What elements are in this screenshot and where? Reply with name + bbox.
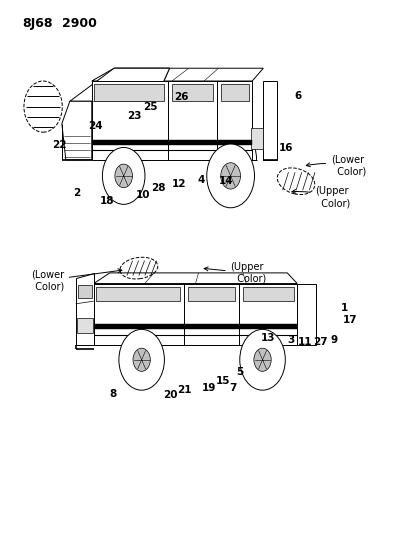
Circle shape (115, 164, 132, 188)
Text: 13: 13 (261, 334, 275, 343)
Polygon shape (94, 273, 297, 284)
Text: 8J68: 8J68 (22, 17, 52, 30)
Polygon shape (77, 318, 93, 333)
Text: 25: 25 (144, 102, 158, 111)
Text: 14: 14 (219, 176, 233, 186)
Text: 28: 28 (152, 183, 166, 192)
Text: 27: 27 (313, 337, 327, 347)
Text: 21: 21 (177, 385, 192, 395)
Text: 24: 24 (89, 122, 103, 131)
Polygon shape (92, 81, 252, 160)
Polygon shape (92, 140, 252, 145)
Text: 20: 20 (164, 391, 178, 400)
Circle shape (119, 329, 164, 390)
Circle shape (133, 348, 150, 372)
Polygon shape (76, 273, 94, 345)
Polygon shape (297, 284, 316, 345)
Text: 11: 11 (298, 337, 312, 347)
Text: 8: 8 (109, 390, 116, 399)
Polygon shape (243, 287, 294, 301)
Text: (Upper
  Color): (Upper Color) (292, 187, 350, 208)
Polygon shape (251, 128, 263, 149)
Text: 5: 5 (237, 367, 244, 377)
Polygon shape (172, 84, 213, 101)
Text: 9: 9 (331, 335, 338, 344)
Text: 16: 16 (279, 143, 293, 152)
Text: 19: 19 (202, 383, 217, 393)
Polygon shape (94, 84, 164, 101)
Polygon shape (188, 287, 235, 301)
Text: 1: 1 (340, 303, 348, 313)
Text: (Lower
  Color): (Lower Color) (306, 155, 366, 176)
Text: 17: 17 (343, 315, 358, 325)
Circle shape (221, 163, 241, 189)
Text: (Lower
  Color): (Lower Color) (29, 269, 122, 291)
Circle shape (254, 348, 271, 372)
Text: 15: 15 (215, 376, 230, 386)
Polygon shape (102, 68, 170, 101)
Text: 18: 18 (100, 197, 114, 206)
Text: 7: 7 (229, 383, 236, 393)
Polygon shape (70, 68, 170, 101)
Circle shape (240, 329, 285, 390)
Text: 22: 22 (52, 140, 66, 150)
Text: 10: 10 (136, 190, 150, 199)
Polygon shape (94, 324, 297, 329)
Polygon shape (263, 81, 277, 160)
Text: 2900: 2900 (62, 17, 97, 30)
Circle shape (207, 144, 255, 208)
Text: 3: 3 (288, 335, 295, 344)
Polygon shape (221, 84, 249, 101)
Text: 4: 4 (197, 175, 204, 184)
Text: 2: 2 (73, 188, 81, 198)
Polygon shape (78, 285, 92, 298)
Text: 26: 26 (174, 92, 189, 102)
Circle shape (103, 148, 145, 204)
Text: 12: 12 (172, 179, 187, 189)
Polygon shape (92, 68, 263, 81)
Polygon shape (96, 287, 180, 301)
Text: 6: 6 (295, 91, 302, 101)
Polygon shape (62, 101, 92, 160)
Text: (Upper
  Color): (Upper Color) (204, 262, 266, 284)
Polygon shape (94, 284, 297, 345)
Text: 23: 23 (128, 111, 142, 120)
